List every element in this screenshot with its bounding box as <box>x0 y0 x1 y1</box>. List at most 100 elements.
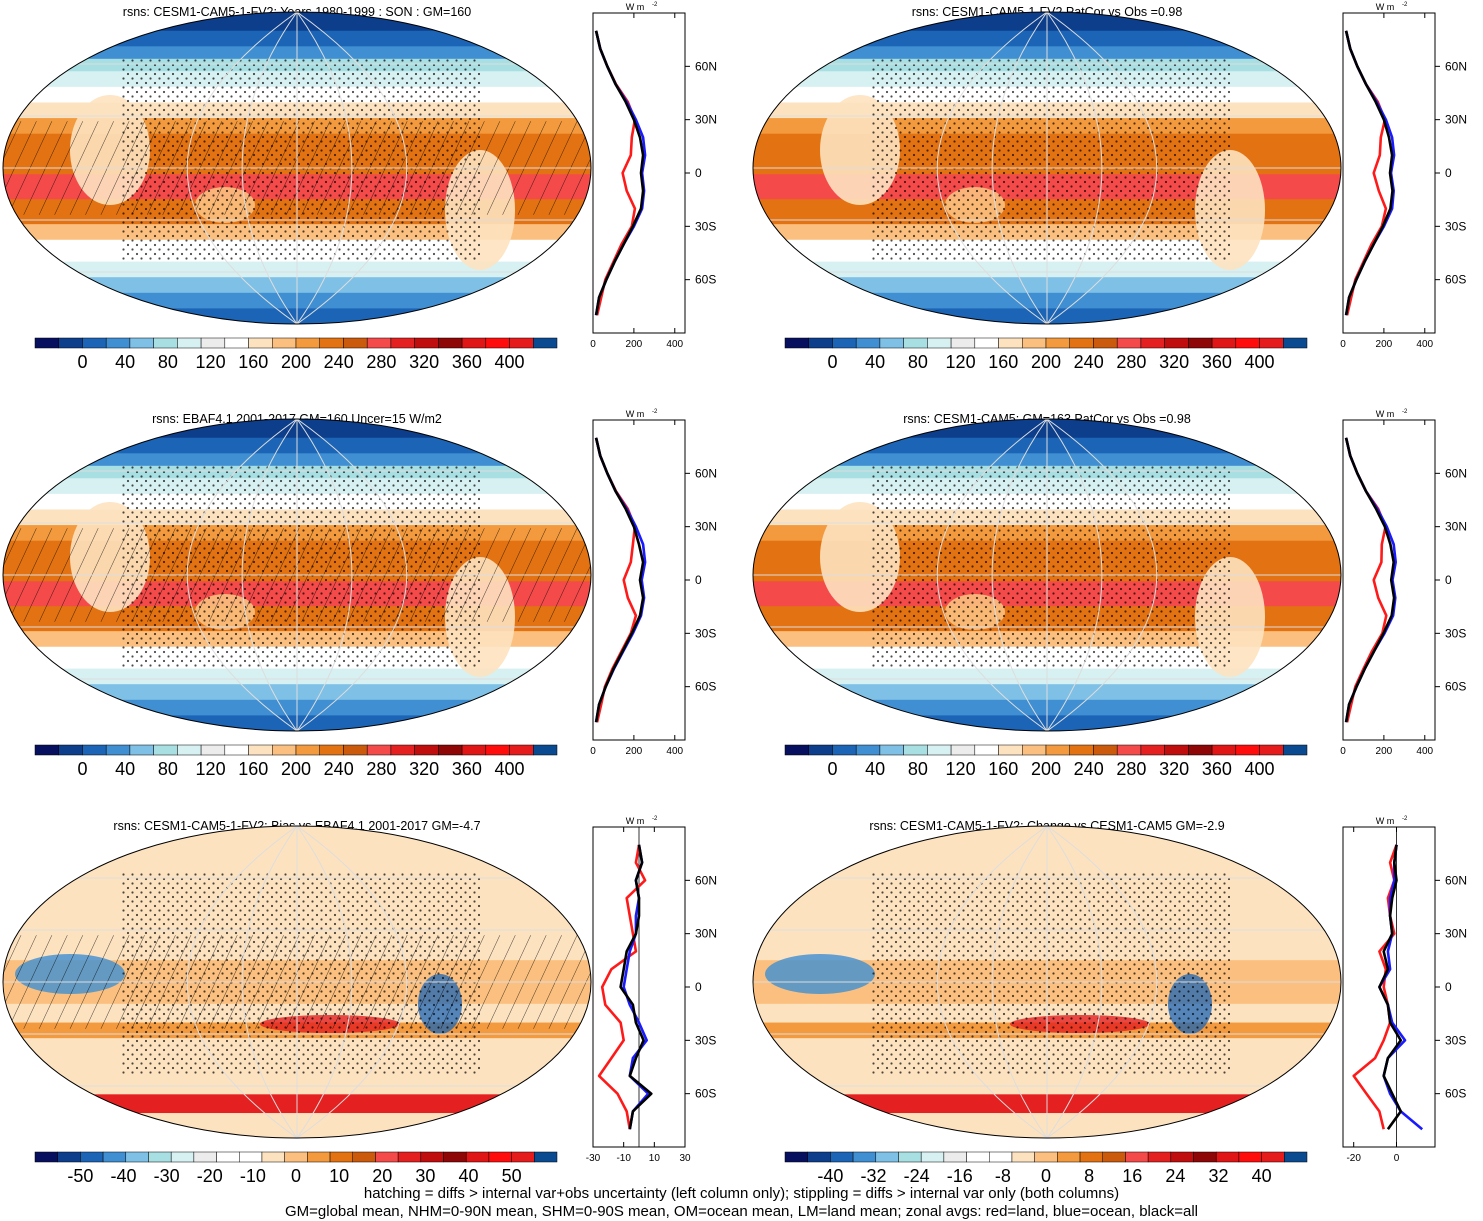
colorbar-label: 50 <box>502 1166 522 1186</box>
colorbar-swatch <box>875 1151 899 1163</box>
graticule-lon <box>241 826 298 1138</box>
colorbar-swatch <box>1022 337 1047 349</box>
colorbar-swatch <box>807 1151 831 1163</box>
colorbar-swatch <box>261 1151 285 1163</box>
colorbar-swatch <box>414 744 439 756</box>
zonal-line-land <box>1352 844 1398 1130</box>
colorbar-swatch <box>1261 1151 1285 1163</box>
zonal-line-all <box>1378 844 1403 1130</box>
zonal-unit-superscript: -2 <box>652 816 658 822</box>
graticule-lon <box>296 12 353 324</box>
footer-note-legend: GM=global mean, NHM=0-90N mean, SHM=0-90… <box>284 1203 1198 1220</box>
zonal-x-label: 0 <box>590 339 596 350</box>
map-border <box>752 11 1342 325</box>
colorbar-swatch <box>485 337 510 349</box>
colorbar-swatch <box>329 1151 353 1163</box>
colorbar-swatch <box>1188 744 1213 756</box>
colorbar-swatch <box>414 337 439 349</box>
colorbar-swatch <box>1211 337 1237 349</box>
zonal-line-all <box>1344 437 1396 723</box>
colorbar-swatch <box>375 1151 399 1163</box>
colorbar-swatch <box>390 337 415 349</box>
colorbar-label: 360 <box>1202 352 1232 372</box>
colorbar-label: 400 <box>1245 759 1275 779</box>
colorbar-swatch <box>465 1151 490 1163</box>
colorbar-label: 160 <box>988 352 1018 372</box>
colorbar-swatch <box>239 1151 263 1163</box>
colorbar-label: 400 <box>1245 352 1275 372</box>
zonal-x-label: -30 <box>586 1153 601 1164</box>
graticule-lon <box>296 419 353 731</box>
zonal-lat-label: 30N <box>1445 520 1467 534</box>
colorbar-swatch <box>966 1151 990 1163</box>
colorbar-swatch <box>784 337 809 349</box>
zonal-x-label: 400 <box>666 339 683 350</box>
colorbar-swatch <box>319 337 344 349</box>
colorbar-swatch <box>1140 744 1165 756</box>
colorbar-label: -50 <box>67 1166 93 1186</box>
colorbar-swatch <box>129 337 154 349</box>
colorbar-swatch <box>903 744 928 756</box>
colorbar-swatch <box>58 744 83 756</box>
colorbar-swatch <box>438 337 463 349</box>
zonal-x-label: 0 <box>1340 746 1346 757</box>
zonal-lat-label: 60S <box>695 680 716 694</box>
colorbar-swatch <box>998 744 1023 756</box>
colorbar-label: 120 <box>196 759 226 779</box>
colorbar-label: 40 <box>458 1166 478 1186</box>
zonal-lat-label: 30N <box>695 520 717 534</box>
colorbar-swatch <box>1238 1151 1262 1163</box>
zonal-lat-label: 30S <box>1445 1033 1466 1047</box>
colorbar-label: 400 <box>495 352 525 372</box>
colorbar-swatch <box>216 1151 240 1163</box>
colorbar-swatch <box>80 1151 104 1163</box>
colorbar-swatch <box>148 1151 172 1163</box>
zonal-unit-superscript: -2 <box>1402 816 1408 822</box>
colorbar-swatch <box>1102 1151 1126 1163</box>
zonal-x-label: 30 <box>679 1153 691 1164</box>
zonal-unit-label: W m <box>1376 409 1395 419</box>
colorbar-label: 280 <box>1116 759 1146 779</box>
zonal-lat-label: 30N <box>695 113 717 127</box>
colorbar-swatch <box>1069 744 1094 756</box>
colorbar-label: 200 <box>281 352 311 372</box>
panel-top-right: rsns: CESM1-CAM5-1-FV2 PatCor vs Obs =0.… <box>752 2 1467 372</box>
zonal-unit-superscript: -2 <box>1402 409 1408 415</box>
colorbar-swatch <box>105 744 131 756</box>
zonal-x-label: 200 <box>1376 746 1393 757</box>
zonal-unit-superscript: -2 <box>652 409 658 415</box>
graticule-lon <box>1046 12 1158 324</box>
colorbar-swatch <box>1147 1151 1172 1163</box>
colorbar-swatch <box>34 337 59 349</box>
zonal-lat-label: 60N <box>1445 59 1467 73</box>
graticule-lon <box>1046 419 1158 731</box>
zonal-x-label: 200 <box>1376 339 1393 350</box>
colorbar-swatch <box>200 337 226 349</box>
colorbar-label: 240 <box>324 759 354 779</box>
colorbar-label: 320 <box>1159 759 1189 779</box>
map-field <box>3 826 591 1138</box>
zonal-unit-label: W m <box>1376 816 1395 826</box>
colorbar-label: 360 <box>452 759 482 779</box>
colorbar-label: 320 <box>409 759 439 779</box>
colorbar-swatch <box>443 1151 467 1163</box>
colorbar-swatch <box>1164 744 1189 756</box>
colorbar-swatch <box>1284 1151 1308 1163</box>
colorbar-swatch <box>533 744 558 756</box>
colorbar-swatch <box>272 337 297 349</box>
colorbar-swatch <box>950 744 976 756</box>
colorbar-label: -24 <box>904 1166 930 1186</box>
colorbar-swatch <box>1170 1151 1194 1163</box>
graticule-lon <box>1046 12 1103 324</box>
colorbar-swatch <box>974 337 999 349</box>
graticule-lon <box>186 826 298 1138</box>
stippling <box>870 465 1230 669</box>
colorbar-swatch <box>927 337 952 349</box>
zonal-lat-label: 60N <box>695 873 717 887</box>
colorbar-swatch <box>170 1151 195 1163</box>
colorbar-label: 240 <box>1074 759 1104 779</box>
zonal-lat-label: 60N <box>1445 873 1467 887</box>
zonal-lat-label: 0 <box>695 980 702 994</box>
colorbar-swatch <box>855 744 881 756</box>
colorbar-swatch <box>343 744 368 756</box>
